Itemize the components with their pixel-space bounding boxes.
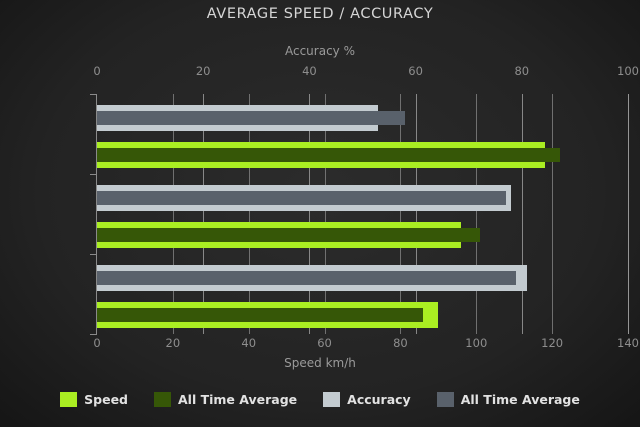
legend-item-2[interactable]: Accuracy <box>323 392 411 407</box>
bottom-tick-60: 60 <box>317 336 332 350</box>
legend-swatch-icon <box>60 392 78 407</box>
top-tick-60: 60 <box>408 64 423 78</box>
bar-speed-all-time-average <box>97 148 560 162</box>
legend-item-0[interactable]: Speed <box>60 392 128 407</box>
gridline-accuracy-60 <box>415 94 417 334</box>
top-tick-20: 20 <box>195 64 211 78</box>
legend-label: All Time Average <box>178 392 298 407</box>
legend-swatch-icon <box>436 392 454 407</box>
bottom-tick-120: 120 <box>541 336 564 350</box>
category-tick <box>90 94 97 95</box>
gridline-accuracy-100 <box>628 94 629 334</box>
legend-item-1[interactable]: All Time Average <box>154 392 297 407</box>
bar-accuracy-all-time-average <box>97 191 506 205</box>
category-axis-line <box>96 94 97 334</box>
bottom-tick-20: 20 <box>165 336 181 350</box>
plot-area: 1st Serve2nd ServeGrnd Stroke <box>90 94 629 335</box>
bottom-axis-tick-labels: 0 20 40 60 80 100 120 140 <box>93 336 639 352</box>
category-tick <box>90 174 97 175</box>
bar-speed-all-time-average <box>97 228 481 242</box>
legend-label: All Time Average <box>460 392 580 407</box>
chart-legend: Speed All Time Average Accuracy All Time Av… <box>0 392 640 407</box>
bottom-tick-140: 140 <box>617 336 639 350</box>
bar-speed-all-time-average <box>97 308 424 322</box>
legend-label: Accuracy <box>347 392 411 407</box>
gridline-speed-40 <box>248 94 250 334</box>
top-axis-tick-labels: 0 20 40 60 80 100 <box>93 64 639 80</box>
top-tick-40: 40 <box>302 64 317 78</box>
gridline-speed-20 <box>172 94 174 334</box>
top-tick-0: 0 <box>93 64 101 78</box>
category-tick <box>90 334 97 335</box>
chart-title: AVERAGE SPEED / ACCURACY <box>206 6 434 22</box>
bottom-tick-40: 40 <box>241 336 257 350</box>
top-tick-100: 100 <box>617 64 639 78</box>
bottom-tick-80: 80 <box>393 336 408 350</box>
gridline-accuracy-80 <box>521 94 523 334</box>
bottom-tick-100: 100 <box>465 336 488 350</box>
legend-swatch-icon <box>323 392 341 407</box>
bottom-tick-0: 0 <box>93 336 101 350</box>
category-tick <box>90 254 97 255</box>
gridline-speed-120 <box>552 94 554 334</box>
gridline-speed-80 <box>400 94 402 334</box>
bottom-axis-title: Speed km/h <box>284 356 356 370</box>
top-tick-80: 80 <box>514 64 530 78</box>
gridline-accuracy-20 <box>203 94 205 334</box>
legend-label: Speed <box>84 392 128 407</box>
legend-item-3[interactable]: All Time Average <box>436 392 580 407</box>
bar-accuracy-all-time-average <box>97 271 517 285</box>
bar-accuracy-all-time-average <box>97 111 405 125</box>
gridline-accuracy-40 <box>309 94 311 334</box>
gridline-speed-100 <box>476 94 478 334</box>
legend-swatch-icon <box>154 392 171 407</box>
gridline-speed-60 <box>324 94 326 334</box>
top-axis-title: Accuracy % <box>284 44 355 58</box>
